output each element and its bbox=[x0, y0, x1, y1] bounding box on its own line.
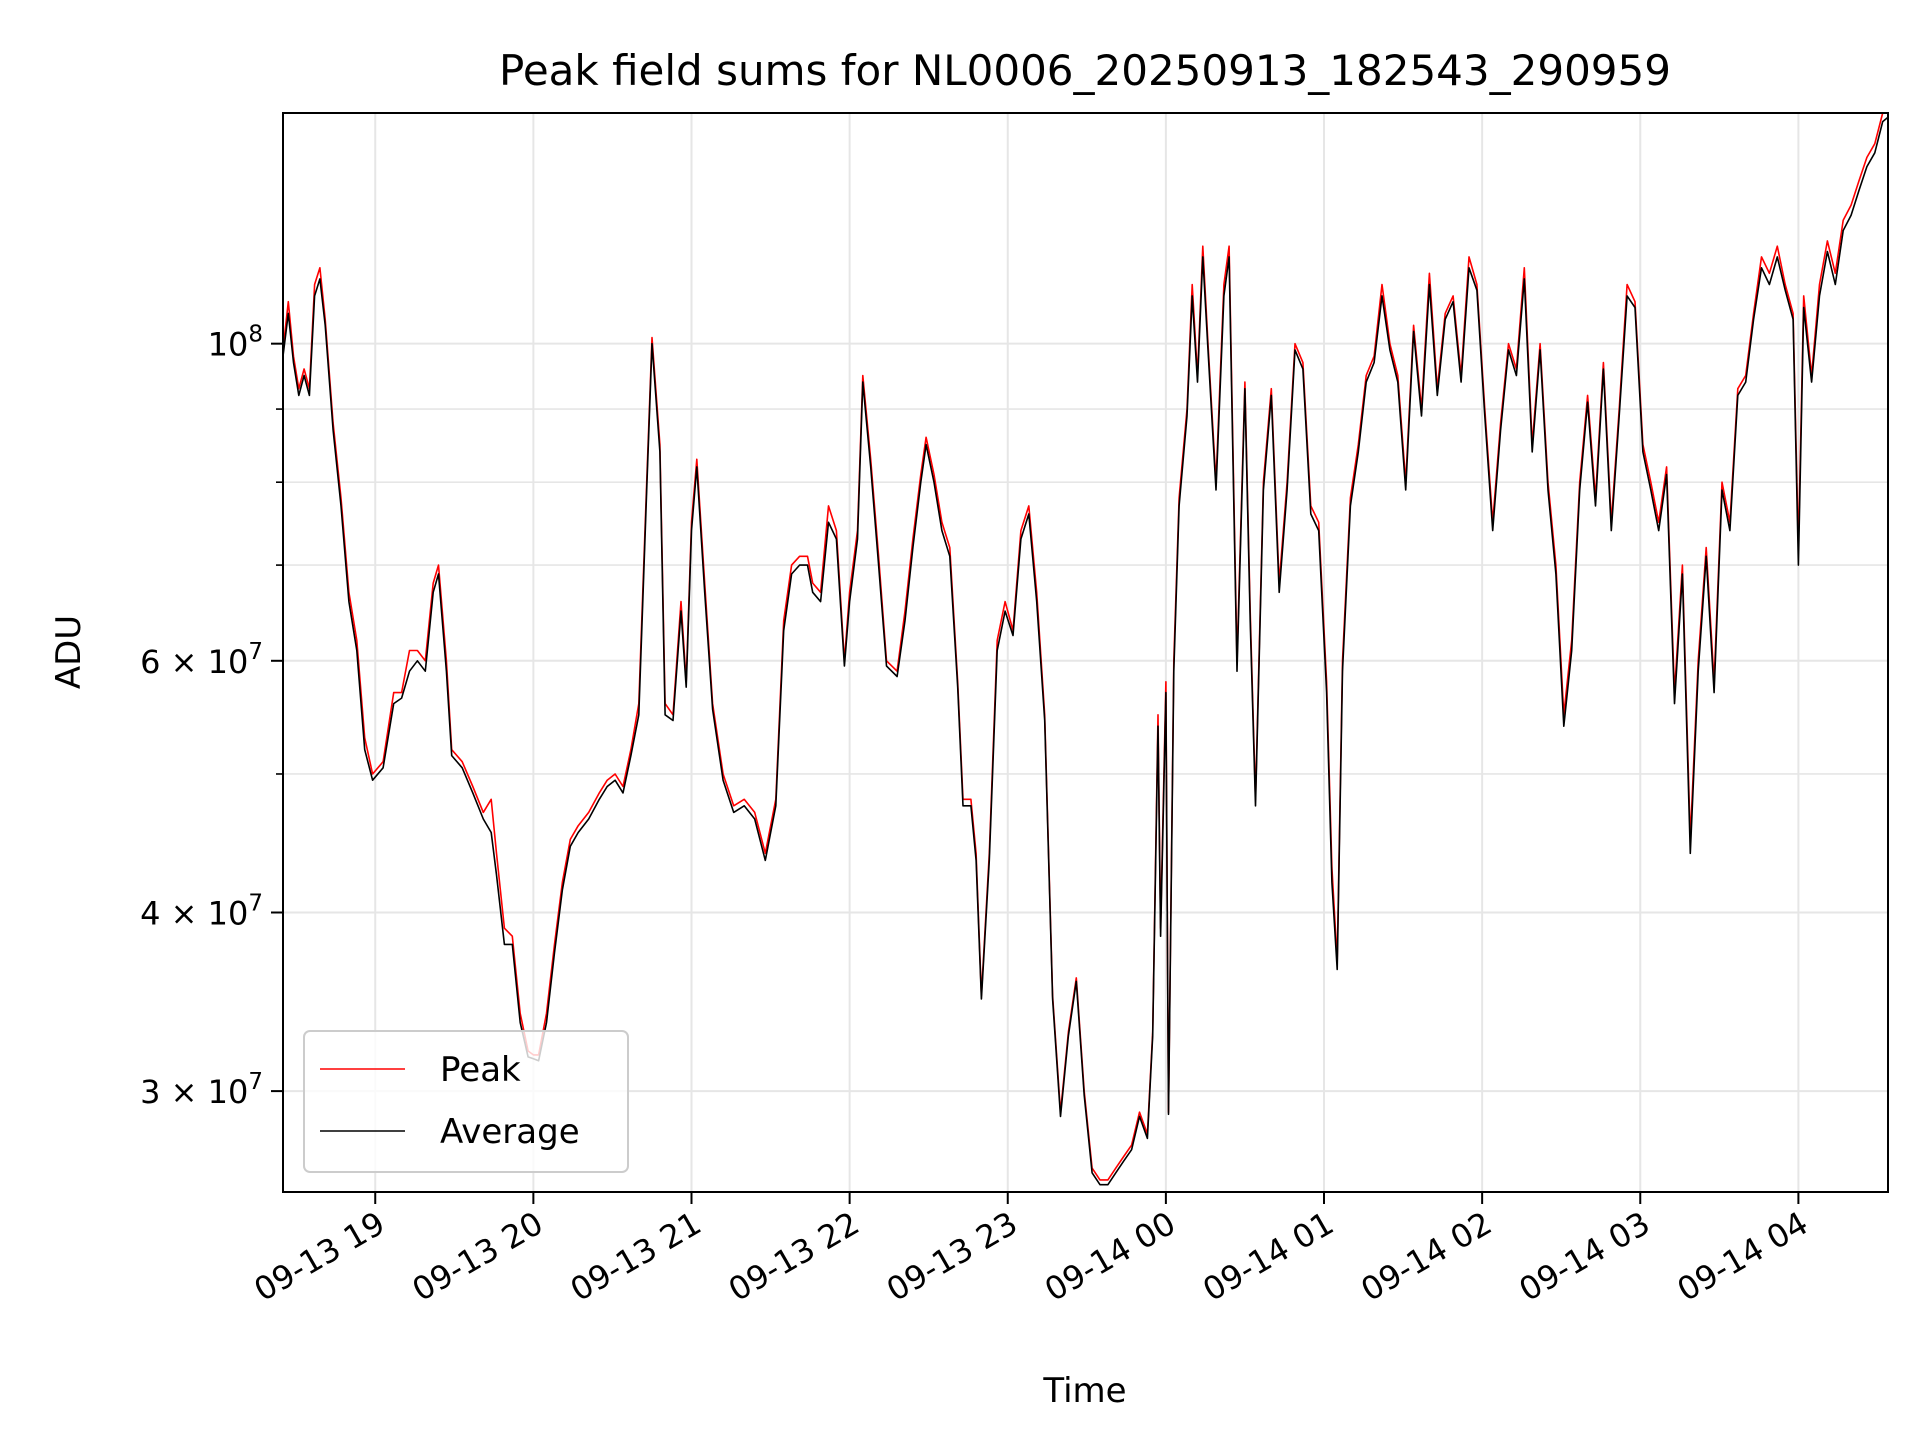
chart-title: Peak field sums for NL0006_20250913_1825… bbox=[499, 46, 1671, 95]
legend: Peak Average bbox=[303, 1030, 629, 1173]
y-tick-base: 10 bbox=[208, 326, 249, 364]
plot-frame bbox=[282, 112, 1889, 1193]
y-tick-exponent: 7 bbox=[248, 1069, 263, 1095]
y-tick-exponent: 7 bbox=[248, 891, 263, 917]
legend-average-label: Average bbox=[440, 1112, 580, 1152]
grid bbox=[283, 113, 1888, 1192]
y-tick-label: 6 × 107 bbox=[140, 639, 263, 681]
y-tick-exponent: 8 bbox=[248, 322, 263, 348]
y-tick-mantissa: 4 × 10 bbox=[140, 895, 248, 933]
y-axis-label: ADU bbox=[49, 615, 89, 689]
y-tick-exponent: 7 bbox=[248, 639, 263, 665]
y-tick-mantissa: 6 × 10 bbox=[140, 643, 248, 681]
legend-box bbox=[303, 1030, 629, 1173]
legend-peak-label: Peak bbox=[440, 1050, 521, 1090]
y-tick-label: 4 × 107 bbox=[140, 891, 263, 933]
y-tick-mantissa: 3 × 10 bbox=[140, 1073, 248, 1111]
x-axis-label: Time bbox=[1042, 1371, 1126, 1411]
y-tick-label: 3 × 107 bbox=[140, 1069, 263, 1111]
y-tick-label: 108 bbox=[208, 322, 263, 364]
